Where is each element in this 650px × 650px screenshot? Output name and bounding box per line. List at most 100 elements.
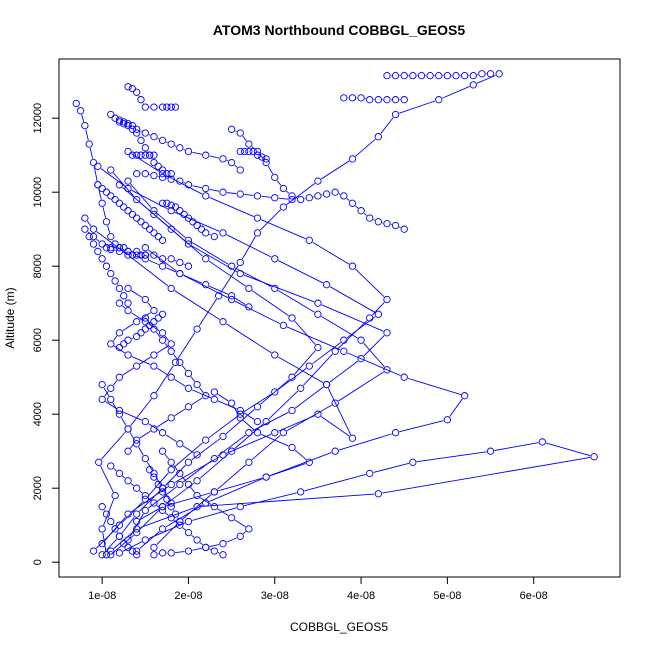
data-point: [115, 247, 124, 256]
series-segment: [174, 211, 220, 232]
series-segment: [129, 513, 144, 537]
data-point: [102, 218, 111, 226]
data-point: [124, 336, 132, 344]
series-27: [98, 380, 175, 507]
data-point: [158, 170, 167, 178]
data-point: [124, 536, 132, 544]
y-axis-label: Altitude (m): [3, 287, 17, 348]
data-point: [120, 292, 128, 300]
series-segment: [217, 464, 247, 490]
data-point: [305, 236, 313, 244]
data-point: [357, 355, 365, 363]
series-segment: [122, 411, 142, 421]
data-point: [141, 221, 149, 230]
data-point: [469, 72, 477, 80]
data-point: [167, 458, 175, 466]
data-point: [322, 380, 331, 389]
data-point: [102, 188, 111, 196]
data-point: [115, 406, 124, 415]
data-point: [115, 181, 124, 189]
series-segment: [112, 380, 118, 386]
data-point: [163, 103, 171, 111]
data-point: [253, 429, 262, 437]
series-23: [107, 284, 262, 426]
data-point: [340, 94, 348, 102]
data-point: [236, 129, 244, 137]
series-segment: [294, 449, 307, 461]
data-point: [115, 532, 124, 540]
data-point: [383, 329, 391, 337]
series-segment: [157, 345, 169, 354]
data-point: [150, 306, 158, 315]
series-segment: [355, 268, 385, 298]
data-point: [288, 195, 296, 204]
data-point: [236, 503, 244, 511]
series-segment: [139, 201, 169, 227]
data-point: [111, 491, 119, 500]
data-point: [167, 414, 175, 422]
data-point: [124, 251, 132, 259]
series-segment: [209, 155, 220, 159]
data-point: [314, 192, 322, 200]
data-point: [184, 480, 193, 489]
data-point: [107, 269, 115, 278]
series-21: [102, 244, 253, 311]
series-segment: [199, 453, 229, 479]
data-point: [150, 362, 158, 370]
series-segment: [226, 537, 237, 543]
series-segment: [442, 86, 470, 99]
series-segment: [278, 356, 324, 384]
data-point: [145, 225, 154, 233]
data-point: [184, 181, 193, 189]
series-segment: [278, 197, 289, 200]
series-segment: [182, 445, 194, 454]
data-point: [158, 262, 167, 270]
data-point: [176, 440, 184, 448]
data-point: [163, 199, 171, 207]
data-point: [120, 118, 128, 126]
data-point: [210, 388, 219, 396]
series-segment: [209, 285, 229, 295]
x-tick-label: 4e-08: [347, 590, 375, 602]
data-point: [236, 532, 244, 540]
data-point: [107, 232, 115, 241]
data-point: [107, 244, 115, 252]
data-point: [227, 295, 236, 304]
series-segment: [243, 274, 315, 303]
data-point: [443, 72, 452, 80]
data-point: [163, 170, 171, 178]
data-point: [150, 151, 158, 159]
data-point: [236, 269, 244, 278]
data-point: [141, 417, 149, 426]
data-point: [167, 207, 175, 215]
series-segment: [217, 508, 229, 517]
series-segment: [85, 129, 89, 141]
series-segment: [295, 197, 298, 199]
data-point: [158, 506, 167, 515]
series-1: [95, 70, 503, 559]
data-point: [486, 447, 495, 455]
series-segment: [148, 249, 177, 272]
series-segment: [139, 509, 161, 531]
series-segment: [251, 290, 289, 317]
data-point: [85, 140, 93, 148]
series-segment: [100, 465, 114, 493]
series-segment: [164, 335, 170, 342]
data-point: [107, 395, 115, 404]
series-11: [81, 225, 193, 270]
data-point: [193, 325, 201, 333]
series-segment: [242, 531, 247, 535]
data-point: [154, 162, 162, 170]
series-segment: [164, 343, 170, 349]
data-point: [288, 192, 296, 200]
series-segment: [165, 512, 169, 516]
data-point: [158, 429, 167, 437]
data-point: [150, 469, 158, 478]
data-point: [253, 147, 262, 156]
data-point: [253, 403, 262, 411]
data-point: [102, 244, 111, 252]
data-point: [133, 436, 141, 444]
series-segment: [243, 412, 255, 420]
data-point: [279, 321, 288, 330]
series-segment: [156, 524, 178, 545]
